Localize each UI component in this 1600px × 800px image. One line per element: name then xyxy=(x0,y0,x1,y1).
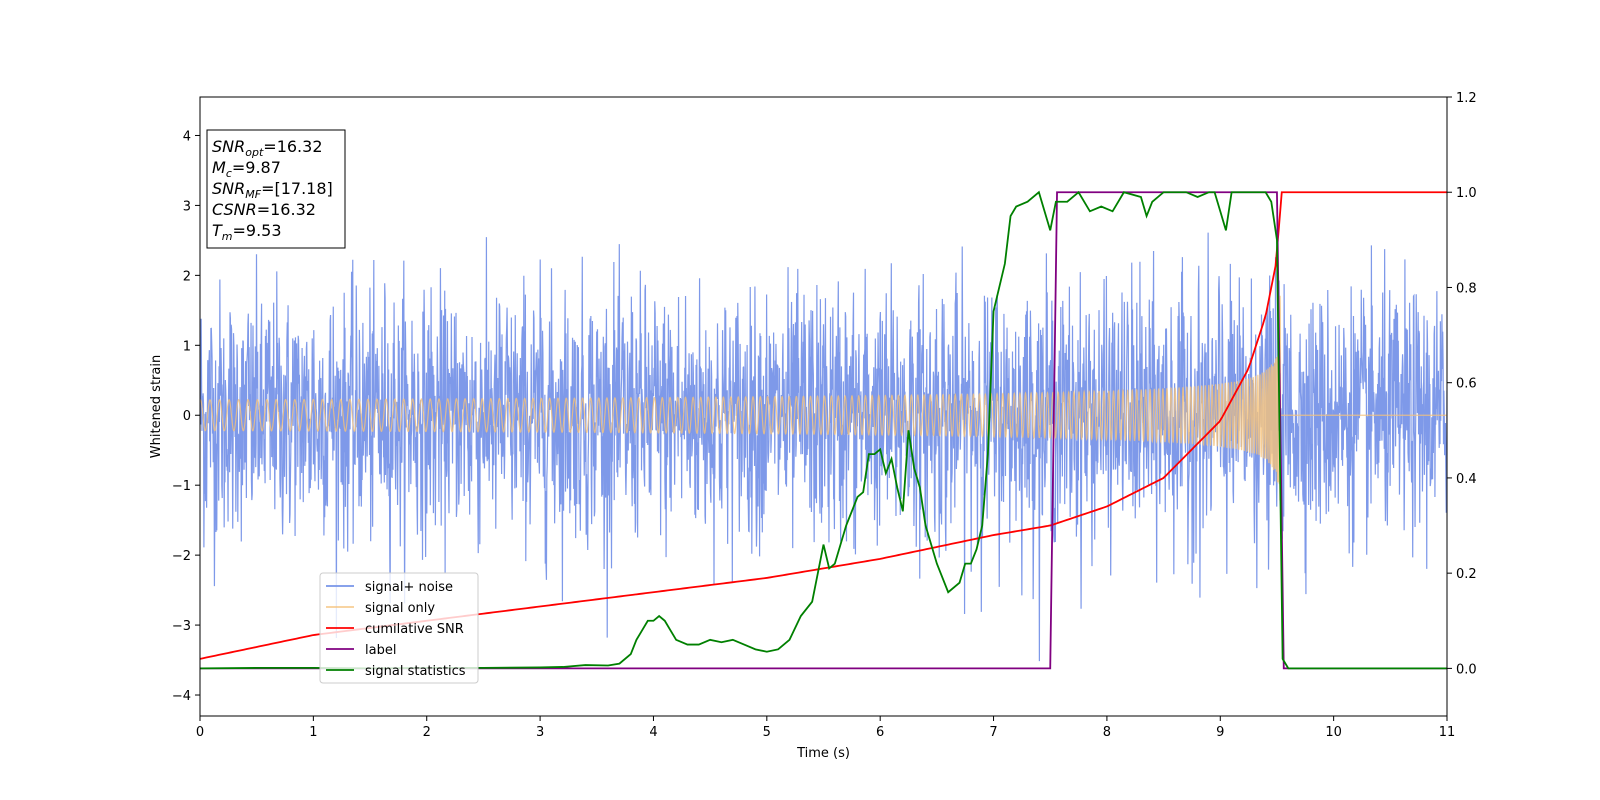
x-tick-label: 6 xyxy=(876,725,884,740)
x-tick-label: 3 xyxy=(536,725,544,740)
y-tick-label: 0 xyxy=(183,409,191,424)
info-line: Mc=9.87 xyxy=(212,158,281,180)
x-tick-label: 0 xyxy=(196,725,204,740)
info-label-subscript: opt xyxy=(245,146,264,159)
y2-tick-label: 0.6 xyxy=(1456,377,1477,392)
info-label-subscript: c xyxy=(226,167,232,180)
legend: signal+ noise signal only cumilative SNR la… xyxy=(319,572,479,684)
x-tick-label: 1 xyxy=(309,725,317,740)
info-line: SNRopt=16.32 xyxy=(212,137,323,159)
y-tick-label: 2 xyxy=(183,269,191,284)
y-tick-label: −2 xyxy=(172,549,191,564)
x-tick-label: 5 xyxy=(763,725,771,740)
x-tick-label: 10 xyxy=(1325,725,1342,740)
info-label: T xyxy=(212,221,223,240)
info-box-frame xyxy=(206,129,346,249)
y2-tick-label: 1.2 xyxy=(1456,91,1477,106)
info-label-subscript: m xyxy=(222,230,233,243)
y-tick-label: 4 xyxy=(183,129,191,144)
info-label: M xyxy=(212,158,226,177)
info-label: SNR xyxy=(212,179,245,198)
y-tick-label: −1 xyxy=(172,479,191,494)
y-tick-label: 3 xyxy=(183,199,191,214)
info-value: =[17.18] xyxy=(261,179,333,198)
x-tick-label: 4 xyxy=(649,725,657,740)
info-value: =9.87 xyxy=(232,158,281,177)
info-label: CSNR xyxy=(212,200,257,219)
info-value: =16.32 xyxy=(257,200,316,219)
y2-tick-label: 0.8 xyxy=(1456,281,1477,296)
y2-tick-label: 1.0 xyxy=(1456,186,1477,201)
y-tick-label: −4 xyxy=(172,689,191,704)
info-line: SNRMF=[17.18] xyxy=(212,179,333,201)
y-tick-label: −3 xyxy=(172,619,191,634)
y2-tick-label: 0.4 xyxy=(1456,472,1477,487)
legend-entry-label: label xyxy=(365,643,396,658)
info-line: Tm=9.53 xyxy=(212,221,282,243)
series-signal-only-line xyxy=(200,295,1447,501)
x-tick-label: 2 xyxy=(423,725,431,740)
legend-entry-label: cumilative SNR xyxy=(365,622,464,637)
x-tick-label: 11 xyxy=(1439,725,1456,740)
axes-frame xyxy=(199,96,1448,717)
series-signal-noise-line xyxy=(200,232,1447,662)
x-tick-label: 9 xyxy=(1216,725,1224,740)
x-tick-label: 8 xyxy=(1103,725,1111,740)
info-value: =9.53 xyxy=(233,221,282,240)
y2-tick-label: 0.0 xyxy=(1456,662,1477,677)
info-line: CSNR=16.32 xyxy=(212,200,316,219)
x-tick-label: 7 xyxy=(989,725,997,740)
y-tick-label: 1 xyxy=(183,339,191,354)
info-label-subscript: MF xyxy=(245,188,261,201)
legend-entry-label: signal+ noise xyxy=(365,580,453,595)
info-value: =16.32 xyxy=(263,137,322,156)
y2-tick-label: 0.2 xyxy=(1456,567,1477,582)
legend-frame xyxy=(319,572,479,684)
info-box: SNRopt=16.32Mc=9.87SNRMF=[17.18]CSNR=16.… xyxy=(206,129,346,249)
info-label: SNR xyxy=(212,137,245,156)
ticks-layer: 0 1 2 3 4 5 6 7 8 9 10 11 −4 −3 −2 −1 0 1 2 3 4 0.0 0.2 0.4 0.6 0… xyxy=(172,91,1477,740)
x-axis-label: Time (s) xyxy=(796,746,850,761)
legend-entry-label: signal only xyxy=(365,601,435,616)
series-signal-statistics-line xyxy=(200,190,1447,670)
y-axis-label: Whitened strain xyxy=(149,355,164,458)
legend-entry-label: signal statistics xyxy=(365,664,466,679)
